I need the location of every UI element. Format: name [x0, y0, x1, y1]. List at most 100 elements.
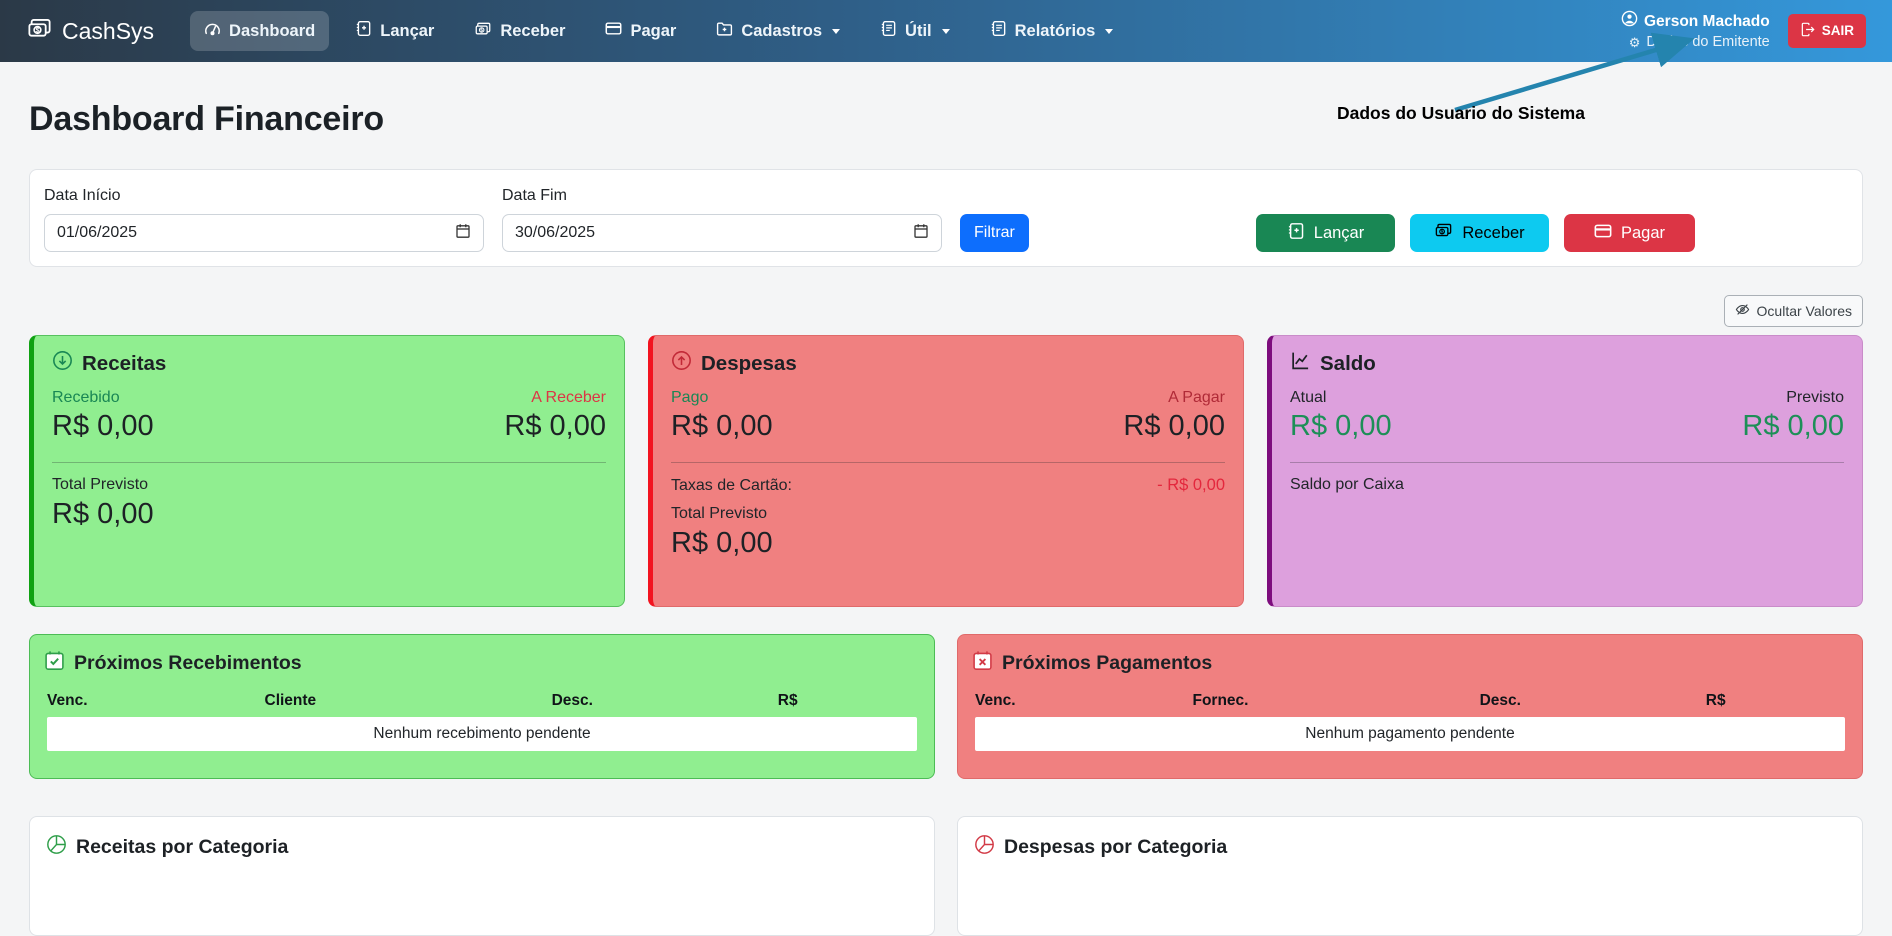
hide-values-label: Ocultar Valores: [1756, 303, 1852, 319]
filter-button[interactable]: Filtrar: [960, 214, 1029, 252]
pie-chart-icon: [974, 834, 995, 861]
cash-coin-icon: $: [26, 15, 53, 48]
calendar-x-icon: [972, 650, 993, 677]
col-cliente: Cliente: [264, 692, 317, 709]
graph-up-icon: [1290, 350, 1311, 377]
eye-slash-icon: [1735, 302, 1750, 320]
pagar-button[interactable]: Pagar: [1564, 214, 1695, 252]
col-valor: R$: [777, 692, 798, 709]
previsto-label: Previsto: [1786, 389, 1844, 406]
start-date-label: Data Início: [44, 187, 121, 204]
end-date-value: 30/06/2025: [515, 224, 596, 241]
brand-logo[interactable]: $ CashSys: [26, 15, 154, 48]
end-date-field: Data Fim 30/06/2025: [502, 187, 942, 252]
lancar-button[interactable]: Lançar: [1256, 214, 1395, 252]
col-desc: Desc.: [1479, 692, 1521, 709]
start-date-field: Data Início 01/06/2025: [44, 187, 484, 252]
logout-label: SAIR: [1821, 23, 1854, 39]
nav-item-util[interactable]: Útil: [866, 11, 964, 51]
gear-icon: ⚙: [1628, 35, 1641, 51]
total-previsto-label: Total Previsto: [52, 476, 149, 493]
receitas-categoria-title: Receitas por Categoria: [76, 836, 289, 858]
divider: [52, 462, 606, 463]
cash-coin-icon: $: [1434, 221, 1453, 245]
divider: [671, 462, 1225, 463]
calendar-icon[interactable]: [913, 223, 929, 244]
credit-card-icon: [1594, 222, 1612, 245]
receitas-categoria-card: Receitas por Categoria: [29, 816, 935, 936]
recebimentos-empty-row: Nenhum recebimento pendente: [47, 717, 917, 751]
journal-plus-icon: [1287, 222, 1305, 245]
start-date-input[interactable]: 01/06/2025: [44, 214, 484, 252]
nav-label: Dashboard: [229, 21, 316, 40]
annotation-arrow-icon: [1454, 32, 1695, 113]
logout-button[interactable]: SAIR: [1787, 13, 1866, 48]
total-previsto-value: R$ 0,00: [671, 527, 773, 559]
col-desc: Desc.: [551, 692, 593, 709]
caret-down-icon: [1105, 28, 1114, 34]
arrow-up-circle-icon: [671, 350, 692, 377]
arrow-down-circle-icon: [52, 350, 73, 377]
journal-text-icon: [990, 20, 1007, 42]
proximos-pagamentos-card: Próximos Pagamentos Venc. Fornec. Desc. …: [957, 634, 1863, 779]
journal-plus-icon: [355, 20, 372, 42]
nav-item-lancar[interactable]: Lançar: [341, 11, 448, 51]
filter-card: Data Início 01/06/2025 Data Fim 30/06/20…: [29, 169, 1863, 267]
nav-label: Relatórios: [1014, 21, 1096, 40]
svg-text:$: $: [35, 25, 39, 34]
start-date-value: 01/06/2025: [57, 224, 138, 241]
page-title: Dashboard Financeiro: [29, 100, 384, 138]
atual-label: Atual: [1290, 389, 1327, 406]
end-date-input[interactable]: 30/06/2025: [502, 214, 942, 252]
recebimentos-header-row: Venc. Cliente Desc. R$: [47, 692, 917, 710]
nav-item-receber[interactable]: $ Receber: [460, 11, 579, 52]
total-previsto-value: R$ 0,00: [52, 498, 154, 530]
end-date-label: Data Fim: [502, 187, 567, 204]
pagar-label: Pagar: [1620, 223, 1666, 242]
recebido-value: R$ 0,00: [52, 410, 154, 442]
box-arrow-right-icon: [1800, 22, 1815, 40]
main-nav: Dashboard Lançar $ Receber: [190, 11, 1127, 52]
quick-actions: Lançar $ Receber: [1256, 214, 1695, 252]
caret-down-icon: [832, 28, 841, 34]
nav-item-dashboard[interactable]: Dashboard: [190, 11, 330, 51]
hide-values-button[interactable]: Ocultar Valores: [1723, 295, 1863, 327]
category-charts-row: Receitas por Categoria Despesas por Cate…: [29, 816, 1863, 936]
saldo-por-caixa-label: Saldo por Caixa: [1290, 476, 1404, 493]
previsto-value: R$ 0,00: [1742, 410, 1844, 442]
recebimentos-title: Próximos Recebimentos: [74, 652, 302, 674]
calendar-check-icon: [44, 650, 65, 677]
nav-item-pagar[interactable]: Pagar: [591, 11, 690, 51]
receber-label: Receber: [1462, 223, 1525, 242]
annotation-label: Dados do Usuario do Sistema: [1337, 103, 1585, 123]
nav-item-relatorios[interactable]: Relatórios: [976, 11, 1128, 51]
pagamentos-header-row: Venc. Fornec. Desc. R$: [975, 692, 1845, 710]
toggle-row: Ocultar Valores: [29, 295, 1863, 327]
nav-label: Cadastros: [741, 21, 823, 40]
atual-value: R$ 0,00: [1290, 410, 1392, 442]
a-receber-value: R$ 0,00: [504, 410, 606, 442]
upcoming-row: Próximos Recebimentos Venc. Cliente Desc…: [29, 634, 1863, 779]
nav-label: Receber: [500, 21, 566, 40]
recebido-label: Recebido: [52, 389, 120, 406]
calendar-icon[interactable]: [455, 223, 471, 244]
nav-item-cadastros[interactable]: Cadastros: [702, 11, 854, 51]
cash-coin-icon: $: [474, 20, 492, 43]
credit-card-icon: [605, 20, 622, 42]
brand-label: CashSys: [62, 17, 155, 44]
a-pagar-value: R$ 0,00: [1123, 410, 1225, 442]
taxas-cartao-value: - R$ 0,00: [1157, 476, 1225, 494]
person-circle-icon: [1621, 10, 1638, 33]
saldo-card: Saldo Atual Previsto R$ 0,00 R$ 0,00 Sal…: [1267, 335, 1863, 607]
speedometer-icon: [204, 20, 221, 42]
top-navbar: $ CashSys Dashboard Lançar: [0, 0, 1892, 62]
a-receber-label: A Receber: [531, 389, 606, 406]
col-valor: R$: [1705, 692, 1726, 709]
despesas-categoria-card: Despesas por Categoria: [957, 816, 1863, 936]
receber-button[interactable]: $ Receber: [1410, 214, 1549, 252]
col-venc: Venc.: [47, 692, 88, 709]
journal-text-icon: [880, 20, 897, 42]
svg-text:$: $: [481, 27, 484, 33]
total-previsto-label: Total Previsto: [671, 505, 768, 522]
despesas-card: Despesas Pago A Pagar R$ 0,00 R$ 0,00 Ta…: [648, 335, 1244, 607]
